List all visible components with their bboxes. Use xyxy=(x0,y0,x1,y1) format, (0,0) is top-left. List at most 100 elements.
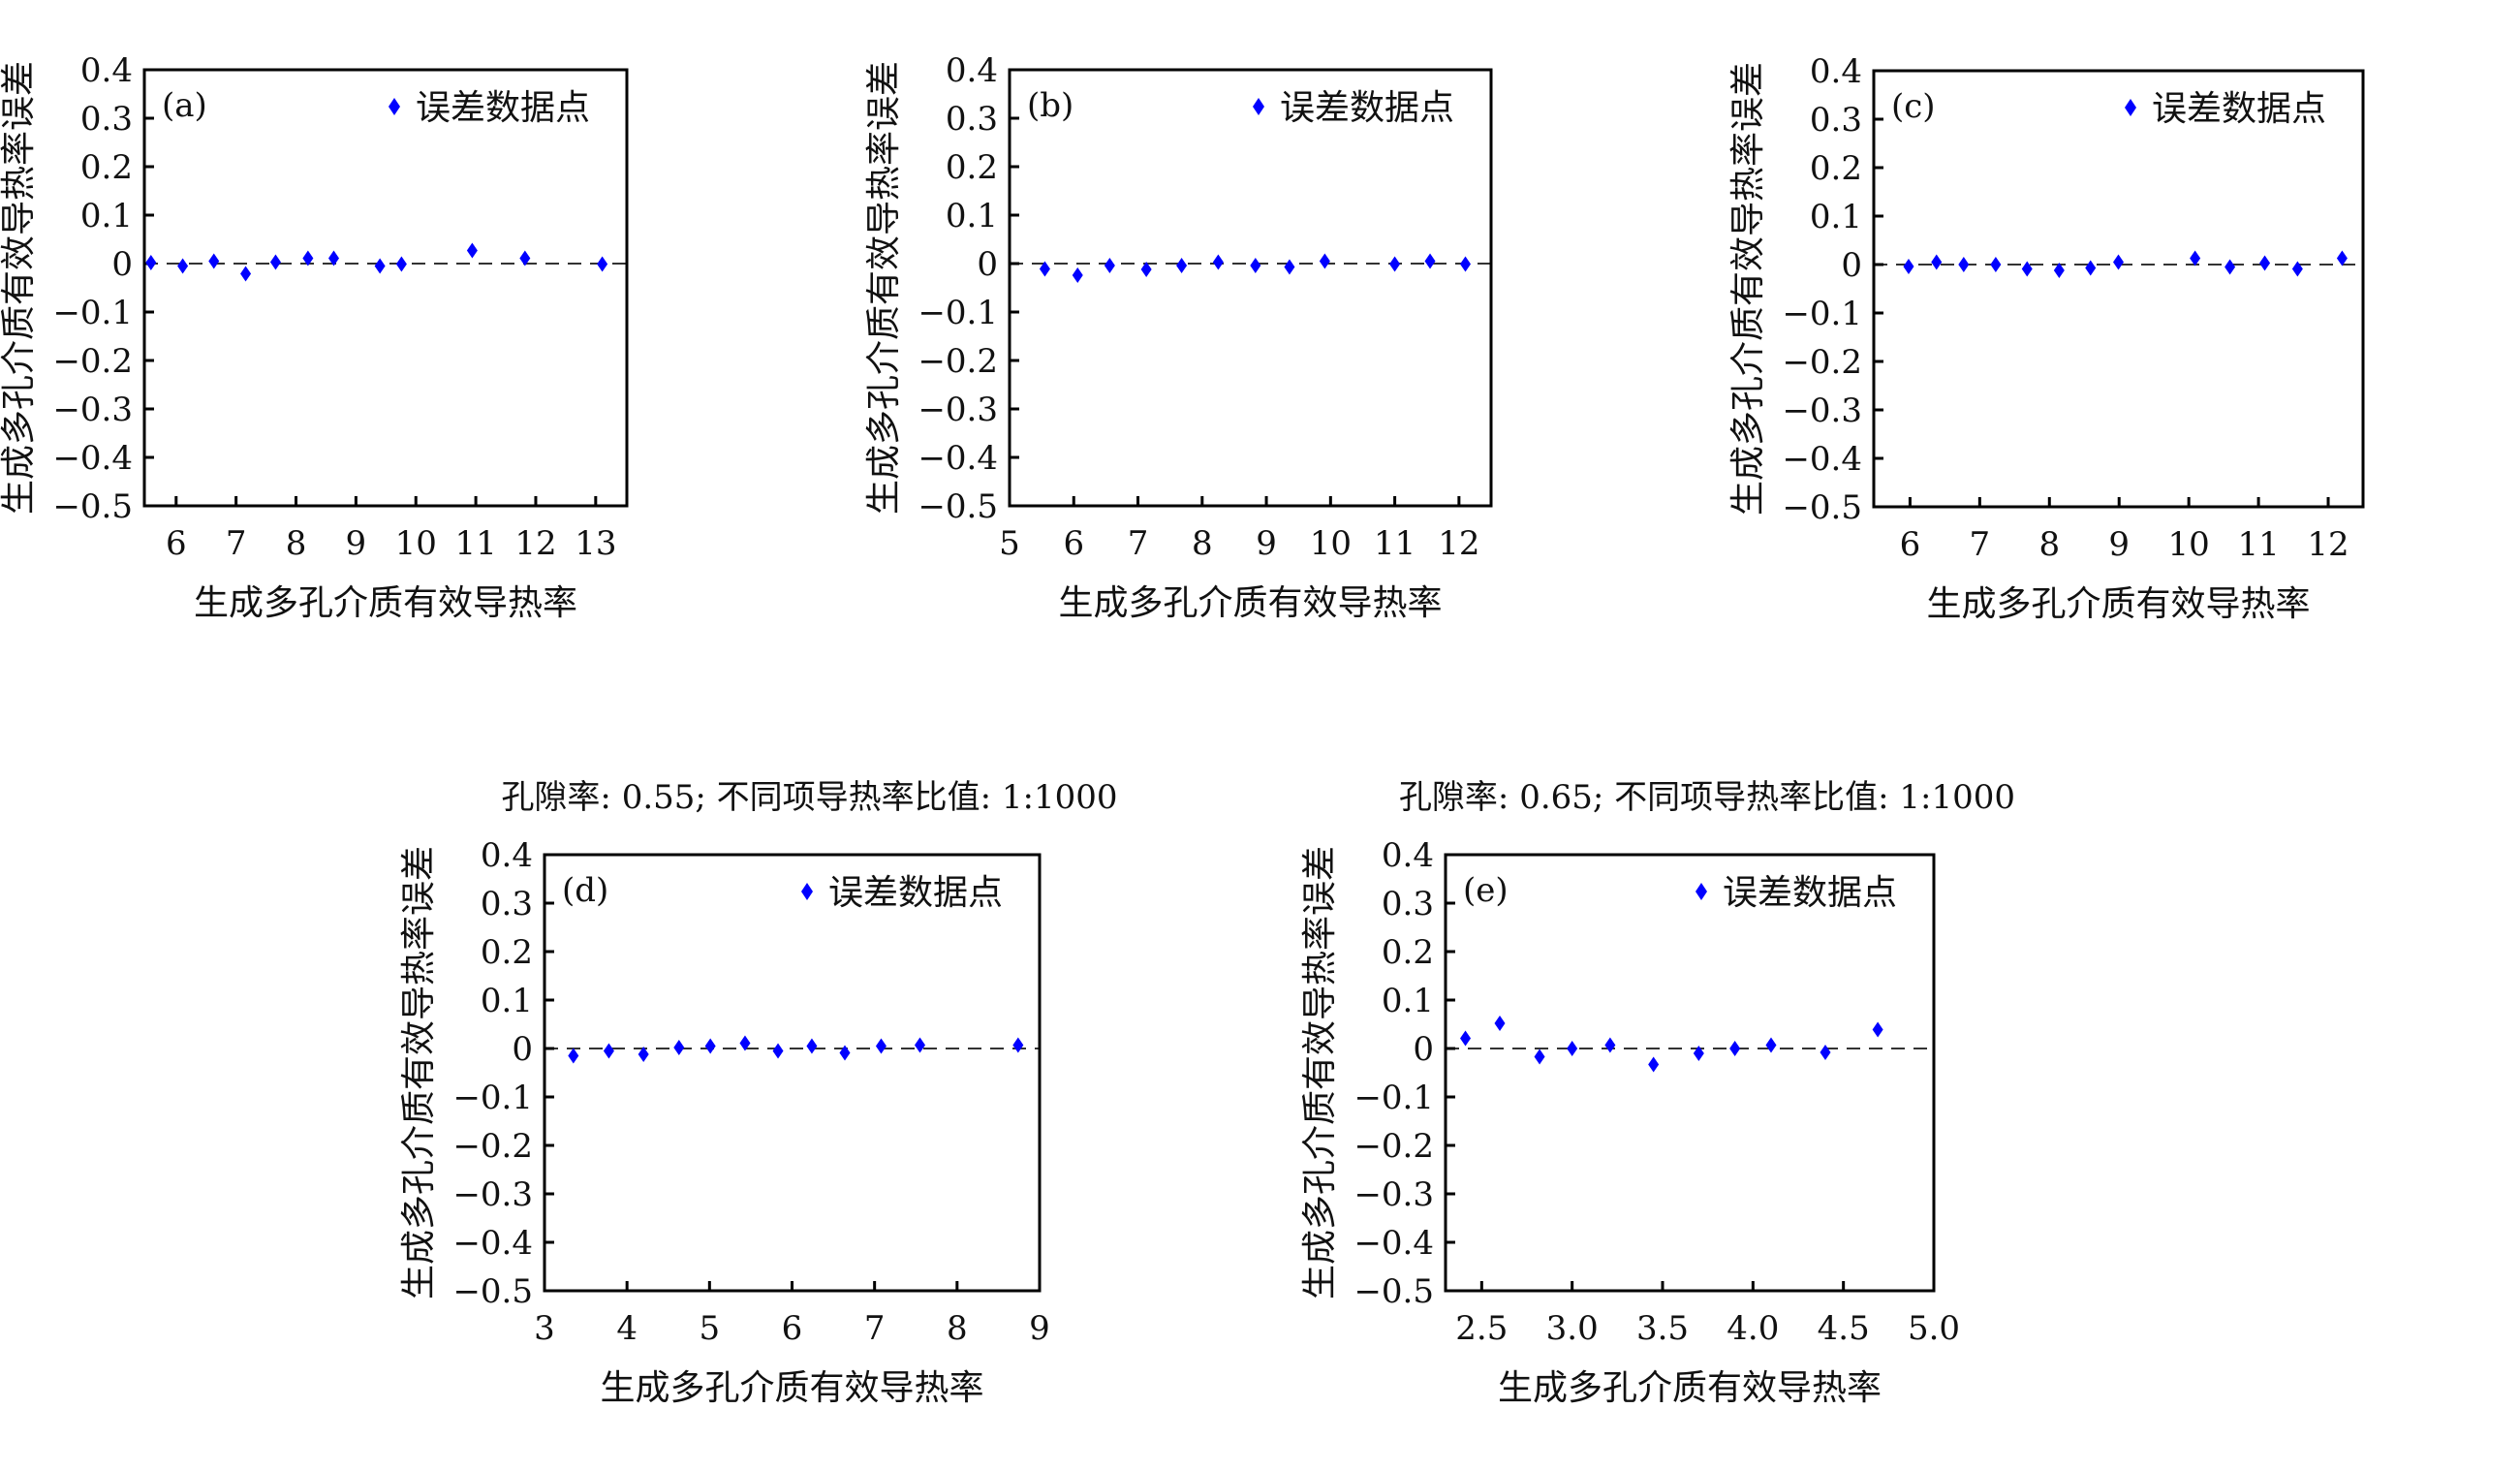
data-point-diamond xyxy=(2085,260,2097,276)
data-point-diamond xyxy=(806,1038,818,1054)
y-tick-label: 0.4 xyxy=(80,51,133,90)
data-point-diamond xyxy=(1534,1048,1545,1065)
legend: 误差数据点 xyxy=(389,88,590,128)
y-axis-label: 生成多孔介质有效导热率误差 xyxy=(1300,846,1340,1299)
y-tick-label: −0.3 xyxy=(452,1175,533,1214)
y-tick-label: −0.3 xyxy=(52,391,133,429)
y-tick-label: 0.2 xyxy=(80,148,133,187)
x-tick-label: 9 xyxy=(1029,1309,1050,1348)
x-tick-label: 4 xyxy=(616,1309,638,1348)
legend: 误差数据点 xyxy=(1253,88,1454,128)
chart-panel-c: 0.4 0.3 0.2 0.1 0 −0.1 −0.2 −0.3 −0.4 −0.5 6 7 8 9 10 1… xyxy=(1728,52,2365,624)
data-point-diamond xyxy=(1072,267,1083,283)
legend-marker-diamond xyxy=(1253,98,1264,115)
data-point-diamond xyxy=(1765,1037,1777,1053)
data-point-diamond xyxy=(208,253,220,269)
data-point-diamond xyxy=(597,256,608,272)
x-tick-label: 5.0 xyxy=(1908,1309,1960,1348)
data-point-diamond xyxy=(638,1047,649,1062)
x-tick-label: 6 xyxy=(1900,525,1921,564)
data-point-diamond xyxy=(1212,254,1224,270)
x-tick-label: 8 xyxy=(2038,525,2060,564)
y-tick-label: 0 xyxy=(1841,246,1862,285)
data-point-diamond xyxy=(177,258,189,274)
y-tick-label: −0.3 xyxy=(918,391,998,429)
data-point-diamond xyxy=(2113,254,2124,270)
x-axis-label: 生成多孔介质有效导热率 xyxy=(194,583,577,623)
x-tick-label: 6 xyxy=(1063,524,1084,563)
legend-marker-diamond xyxy=(2125,99,2136,116)
data-point-diamond xyxy=(875,1038,887,1054)
data-point-diamond xyxy=(1176,258,1188,273)
x-tick-label: 11 xyxy=(2237,525,2279,564)
x-tick-label: 7 xyxy=(1970,525,1991,564)
x-tick-label: 5 xyxy=(999,524,1020,563)
y-tick-label: 0.4 xyxy=(946,51,998,90)
y-tick-label: 0.4 xyxy=(481,836,533,875)
chart-panel-e: 0.4 0.3 0.2 0.1 0 −0.1 −0.2 −0.3 −0.4 −0.5 2.5 3.0 3… xyxy=(1300,778,2015,1408)
legend-marker-diamond xyxy=(389,98,400,115)
legend-label: 误差数据点 xyxy=(416,88,590,128)
axes-frame xyxy=(543,853,1042,1293)
y-tick-label: 0.2 xyxy=(481,933,533,972)
y-tick-label: −0.2 xyxy=(1353,1127,1434,1166)
data-point-diamond xyxy=(1990,257,2002,272)
y-tick-label: −0.3 xyxy=(1353,1175,1434,1214)
data-point-diamond xyxy=(1039,261,1050,277)
x-tick-label: 7 xyxy=(1128,524,1149,563)
data-point-diamond xyxy=(1494,1016,1506,1031)
y-tick-label: 0 xyxy=(1413,1030,1434,1069)
data-point-diamond xyxy=(1389,256,1401,272)
legend-marker-diamond xyxy=(1696,883,1707,900)
data-point-diamond xyxy=(1460,1030,1472,1047)
y-tick-label: −0.2 xyxy=(452,1127,533,1166)
axes-frame xyxy=(142,68,629,508)
x-tick-label: 3.5 xyxy=(1636,1309,1689,1348)
data-point-diamond xyxy=(2021,261,2033,277)
data-point-diamond xyxy=(2224,259,2236,275)
panel-label: (b) xyxy=(1027,86,1073,125)
data-point-diamond xyxy=(466,242,478,259)
data-point-diamond xyxy=(1424,253,1436,269)
legend: 误差数据点 xyxy=(801,873,1003,913)
y-tick-label: 0.3 xyxy=(80,100,133,139)
y-tick-label: −0.4 xyxy=(918,439,998,478)
y-tick-label: 0 xyxy=(512,1030,533,1069)
data-point-diamond xyxy=(2291,261,2303,277)
data-point-diamond xyxy=(673,1040,685,1055)
x-tick-label: 9 xyxy=(1256,524,1277,563)
legend-label: 误差数据点 xyxy=(2152,89,2326,129)
y-tick-label: −0.5 xyxy=(1353,1272,1434,1311)
x-axis-label: 生成多孔介质有效导热率 xyxy=(1498,1368,1882,1408)
x-axis-label: 生成多孔介质有效导热率 xyxy=(1058,583,1442,623)
chart-panel-d: 0.4 0.3 0.2 0.1 0 −0.1 −0.2 −0.3 −0.4 −0.53 4 5 6 7 8 9… xyxy=(399,778,1118,1408)
y-tick-label: 0 xyxy=(111,245,133,284)
y-tick-label: −0.4 xyxy=(452,1224,533,1263)
legend: 误差数据点 xyxy=(2125,89,2326,129)
data-point-diamond xyxy=(1284,259,1295,275)
data-point-diamond xyxy=(519,250,531,266)
data-point-diamond xyxy=(839,1045,851,1061)
x-tick-label: 9 xyxy=(2108,525,2130,564)
data-point-diamond xyxy=(269,254,281,270)
data-point-diamond xyxy=(145,255,157,270)
y-tick-label: −0.1 xyxy=(1353,1079,1434,1117)
y-tick-label: −0.2 xyxy=(52,342,133,381)
y-axis-label: 生成多孔介质有效导热率误差 xyxy=(399,846,439,1299)
data-point-diamond xyxy=(1872,1021,1883,1038)
x-tick-label: 10 xyxy=(2168,525,2210,564)
y-tick-label: 0.1 xyxy=(1810,198,1862,236)
y-tick-label: −0.5 xyxy=(918,487,998,526)
y-axis-label: 生成多孔介质有效导热率误差 xyxy=(0,61,39,515)
chart-title: 孔隙率: 0.65; 不同项导热率比值: 1:1000 xyxy=(1399,778,2015,817)
x-tick-label: 12 xyxy=(514,524,556,563)
data-point-diamond xyxy=(603,1043,614,1059)
data-point-diamond xyxy=(1903,259,1914,274)
x-tick-label: 6 xyxy=(782,1309,803,1348)
data-point-diamond xyxy=(1140,262,1152,277)
data-point-diamond xyxy=(1250,258,1261,273)
legend-label: 误差数据点 xyxy=(1280,88,1454,128)
chart-title: 孔隙率: 0.55; 不同项导热率比值: 1:1000 xyxy=(501,778,1117,817)
x-axis-label: 生成多孔介质有效导热率 xyxy=(600,1368,983,1408)
y-tick-label: −0.2 xyxy=(918,342,998,381)
